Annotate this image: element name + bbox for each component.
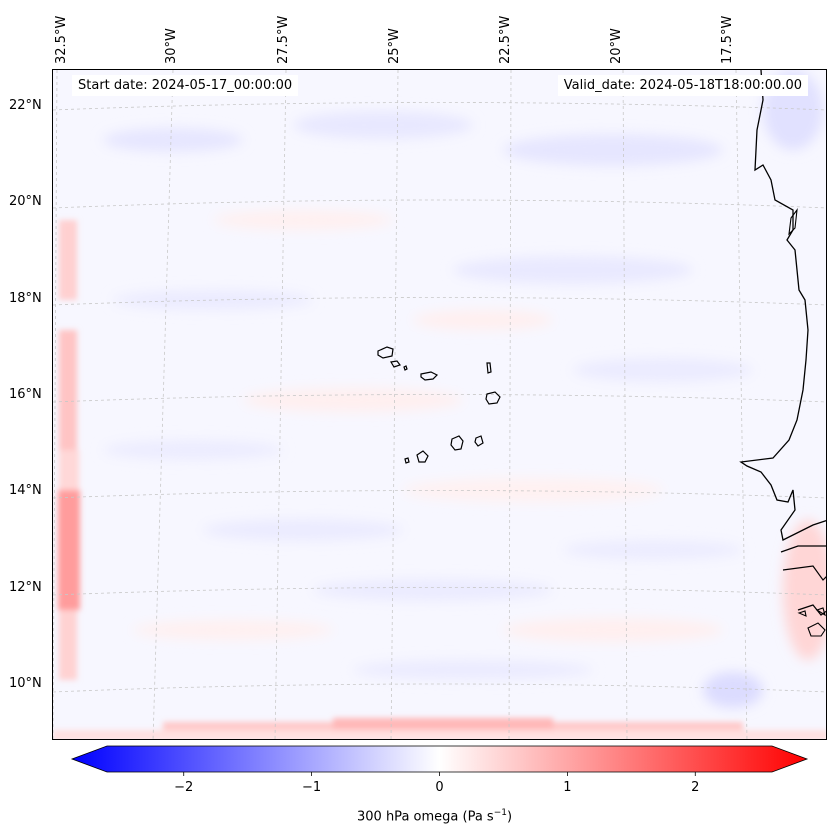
omega-anomaly-blobs (103, 70, 826, 708)
lat-label-14n: 14°N (9, 483, 42, 498)
island-maio (474, 435, 484, 447)
lat-label-12n: 12°N (9, 580, 42, 595)
lon-label-27-5w: 27.5°W (276, 15, 291, 64)
colorbar-title: 300 hPa omega (Pa s−1) (357, 808, 512, 824)
lon-label-25w: 25°W (387, 28, 402, 64)
lat-label-10n: 10°N (9, 676, 42, 691)
lon-label-17-5w: 17.5°W (720, 15, 735, 64)
lon-label-30w: 30°W (164, 28, 179, 64)
colorbar-tick-label: −1 (302, 780, 322, 795)
colorbar-gradient (70, 745, 809, 773)
colorbar-title-exponent: −1 (493, 808, 507, 818)
colorbar-tick-label: 2 (691, 780, 700, 795)
graticule (53, 70, 826, 739)
colorbar-tick-label: −2 (174, 780, 194, 795)
cape-verde-islands (377, 346, 501, 464)
west-africa-coastline (739, 70, 826, 541)
colorbar-tick-label: 1 (563, 780, 572, 795)
coastline-inlet (788, 208, 798, 236)
island-santo-antao (377, 346, 394, 359)
lat-label-16n: 16°N (9, 387, 42, 402)
lon-label-22-5w: 22.5°W (498, 15, 513, 64)
colorbar-tick-label: 0 (435, 780, 444, 795)
island-boa-vista (485, 391, 501, 405)
lat-label-22n: 22°N (9, 98, 42, 113)
bissagos-islands (797, 607, 826, 637)
island-santiago (416, 450, 429, 463)
lon-label-20w: 20°W (609, 28, 624, 64)
map-panel[interactable] (52, 69, 827, 740)
boundary-artifacts (53, 220, 826, 739)
island-fogo (450, 435, 464, 451)
omega-field-map (53, 70, 826, 739)
island-sao-nicolau (420, 371, 439, 381)
lon-label-32-5w: 32.5°W (54, 15, 69, 64)
colorbar-title-main: 300 hPa omega (Pa s (357, 809, 494, 825)
island-brava (404, 457, 410, 464)
valid-date-label: Valid_date: 2024-05-18T18:00:00.00 (557, 75, 808, 96)
colorbar-title-close: ) (506, 809, 513, 825)
island-sao-vicente (390, 360, 401, 368)
gambia-border (780, 545, 826, 553)
guinea-bissau-border (782, 565, 826, 581)
island-sal (486, 362, 492, 374)
lat-label-18n: 18°N (9, 291, 42, 306)
start-date-label: Start date: 2024-05-17_00:00:00 (72, 75, 299, 96)
island-santa-luzia (403, 365, 408, 371)
colorbar-ticks (183, 772, 696, 776)
lat-label-20n: 20°N (9, 194, 42, 209)
